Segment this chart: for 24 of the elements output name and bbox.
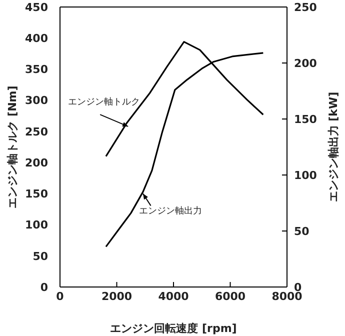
y-tick-label: 50 (32, 250, 48, 263)
x-tick-label: 6000 (214, 290, 246, 303)
y2-tick-label: 150 (294, 112, 318, 126)
y2-tick-label: 250 (294, 0, 318, 14)
y-tick-label: 250 (25, 125, 48, 138)
annotation: エンジン軸トルク (68, 96, 140, 108)
y-tick-label: 150 (25, 188, 48, 201)
y-tick-label: 350 (25, 63, 48, 76)
x-tick-label: 2000 (101, 290, 132, 303)
annotation: エンジン軸出力 (138, 206, 202, 217)
x-axis-title: エンジン回転速度 [rpm] (110, 322, 237, 335)
y2-tick-label: 50 (294, 224, 310, 238)
y-tick-label: 300 (25, 94, 48, 108)
y-axis-title: エンジン軸トルク [Nm] (6, 86, 19, 208)
x-tick-label: 0 (56, 290, 64, 303)
y-tick-label: 0 (40, 280, 48, 294)
y-tick-label: 400 (25, 32, 48, 46)
y-tick-label: 450 (25, 0, 48, 14)
y2-tick-label: 200 (294, 56, 318, 70)
x-tick-label: 4000 (158, 290, 190, 303)
y-tick-label: 100 (25, 218, 48, 232)
y2-axis-title: エンジン軸出力 [kW] (326, 92, 340, 202)
y2-tick-label: 100 (294, 168, 318, 182)
y-tick-label: 200 (25, 156, 48, 170)
